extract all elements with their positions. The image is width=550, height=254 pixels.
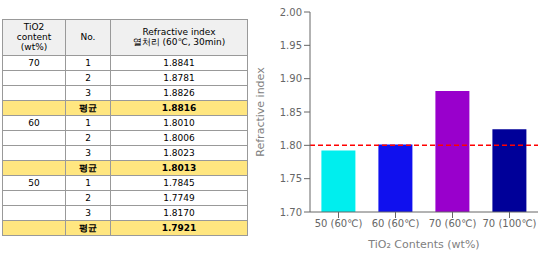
svg-text:50 (60℃): 50 (60℃): [315, 218, 363, 229]
html-text:1: 1: [85, 57, 91, 68]
html-text:1: 1: [85, 117, 91, 128]
html-text:60: 60: [28, 117, 40, 128]
html-text:3: 3: [85, 87, 91, 98]
html-text:2: 2: [85, 132, 91, 143]
html-text:2: 2: [85, 192, 91, 203]
html-text:1.8013: 1.8013: [161, 162, 197, 173]
html-text:평균: 평균: [79, 222, 97, 233]
html-text:1.8170: 1.8170: [163, 207, 195, 218]
html-text:70: 70: [28, 57, 40, 68]
html-text:2: 2: [85, 72, 91, 83]
html-text:TiO2 content (wt%): TiO2 content (wt%): [16, 22, 52, 52]
html-text:Refractive index 열처리 (60℃, 30m: Refractive index 열처리 (60℃, 30min): [132, 27, 226, 47]
svg-text:1.70: 1.70: [280, 207, 302, 218]
svg-text:Refractive index: Refractive index: [254, 67, 267, 157]
svg-text:2.00: 2.00: [280, 7, 302, 18]
html-text:1.8023: 1.8023: [163, 147, 195, 158]
html-text:평균: 평균: [79, 162, 97, 173]
html-text:3: 3: [85, 147, 91, 158]
html-text:50: 50: [28, 177, 40, 188]
html-text:1.8826: 1.8826: [163, 87, 195, 98]
html-text:No.: No.: [80, 32, 96, 42]
html-text:1: 1: [85, 177, 91, 188]
html-text:1.8006: 1.8006: [163, 132, 195, 143]
svg-text:60 (60℃): 60 (60℃): [372, 218, 420, 229]
svg-text:70 (100℃): 70 (100℃): [482, 218, 536, 229]
html-text:1.8010: 1.8010: [163, 117, 195, 128]
svg-text:1.85: 1.85: [280, 107, 302, 118]
html-text:1.7921: 1.7921: [161, 222, 197, 233]
html-text:1.8816: 1.8816: [161, 102, 197, 113]
svg-text:70 (60℃): 70 (60℃): [429, 218, 477, 229]
svg-text:1.95: 1.95: [280, 40, 302, 51]
svg-text:1.80: 1.80: [280, 140, 302, 151]
html-text:평균: 평균: [79, 102, 97, 113]
html-text:1.7845: 1.7845: [163, 177, 195, 188]
svg-text:1.75: 1.75: [280, 173, 302, 184]
html-text:3: 3: [85, 207, 91, 218]
html-text:1.7749: 1.7749: [163, 192, 195, 203]
html-text:1.8781: 1.8781: [163, 72, 195, 83]
svg-text:TiO₂ Contents (wt%): TiO₂ Contents (wt%): [367, 238, 479, 251]
html-text:1.8841: 1.8841: [163, 57, 195, 68]
svg-text:1.90: 1.90: [280, 73, 302, 84]
